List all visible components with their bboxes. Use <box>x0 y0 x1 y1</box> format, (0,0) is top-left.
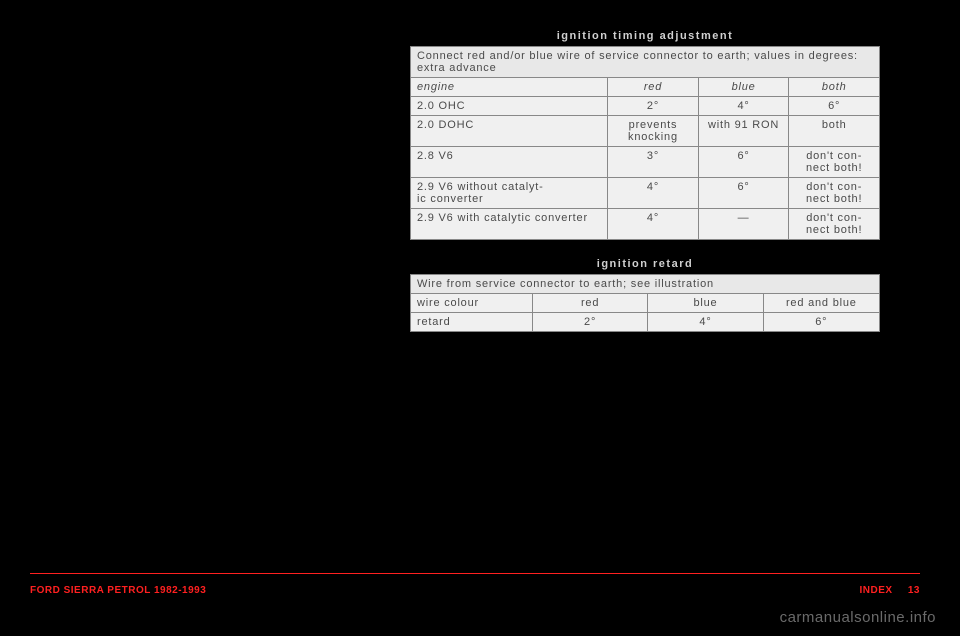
footer-page-number: 13 <box>908 585 920 596</box>
col-header-both: both <box>789 78 880 97</box>
cell-red: 3° <box>608 147 699 178</box>
table-row: 2.9 V6 with catalytic converter 4° — don… <box>411 209 880 240</box>
col-header-blue: blue <box>698 78 789 97</box>
cell-both: don't con- nect both! <box>789 147 880 178</box>
table-row: retard 2° 4° 6° <box>411 313 880 332</box>
footer-section: INDEX 13 <box>860 585 920 596</box>
watermark: carmanualsonline.info <box>780 609 936 626</box>
table1-title: ignition timing adjustment <box>410 30 880 42</box>
cell-red: 4° <box>608 209 699 240</box>
cell-both: don't con- nect both! <box>789 209 880 240</box>
cell-engine: 2.0 OHC <box>411 97 608 116</box>
ignition-timing-table: Connect red and/or blue wire of service … <box>410 46 880 240</box>
cell-blue: 6° <box>698 147 789 178</box>
footer-divider <box>30 573 920 575</box>
cell-both: 6° <box>763 313 879 332</box>
cell-blue: with 91 RON <box>698 116 789 147</box>
table2-title: ignition retard <box>410 258 880 270</box>
table-row: 2.0 OHC 2° 4° 6° <box>411 97 880 116</box>
col-header-wire: wire colour <box>411 294 533 313</box>
cell-red: 2° <box>608 97 699 116</box>
col-header-engine: engine <box>411 78 608 97</box>
cell-both: don't con- nect both! <box>789 178 880 209</box>
table-row: 2.0 DOHC prevents knocking with 91 RON b… <box>411 116 880 147</box>
cell-blue: 6° <box>698 178 789 209</box>
cell-engine: 2.0 DOHC <box>411 116 608 147</box>
cell-engine: 2.9 V6 with catalytic converter <box>411 209 608 240</box>
cell-label: retard <box>411 313 533 332</box>
table2-caption: Wire from service connector to earth; se… <box>411 275 880 294</box>
cell-red: prevents knocking <box>608 116 699 147</box>
col-header-blue: blue <box>648 294 763 313</box>
table1-caption: Connect red and/or blue wire of service … <box>411 47 880 78</box>
cell-blue: — <box>698 209 789 240</box>
footer-vehicle: FORD SIERRA PETROL 1982-1993 <box>30 585 206 596</box>
ignition-retard-table: Wire from service connector to earth; se… <box>410 274 880 332</box>
cell-red: 4° <box>608 178 699 209</box>
col-header-redblue: red and blue <box>763 294 879 313</box>
table-row: 2.9 V6 without catalyt- ic converter 4° … <box>411 178 880 209</box>
cell-engine: 2.8 V6 <box>411 147 608 178</box>
table-row: 2.8 V6 3° 6° don't con- nect both! <box>411 147 880 178</box>
col-header-red: red <box>608 78 699 97</box>
col-header-red: red <box>532 294 647 313</box>
cell-red: 2° <box>532 313 647 332</box>
cell-blue: 4° <box>698 97 789 116</box>
cell-blue: 4° <box>648 313 763 332</box>
cell-both: 6° <box>789 97 880 116</box>
page-footer: FORD SIERRA PETROL 1982-1993 INDEX 13 <box>30 585 920 596</box>
footer-index-label: INDEX <box>860 585 893 596</box>
cell-both: both <box>789 116 880 147</box>
cell-engine: 2.9 V6 without catalyt- ic converter <box>411 178 608 209</box>
